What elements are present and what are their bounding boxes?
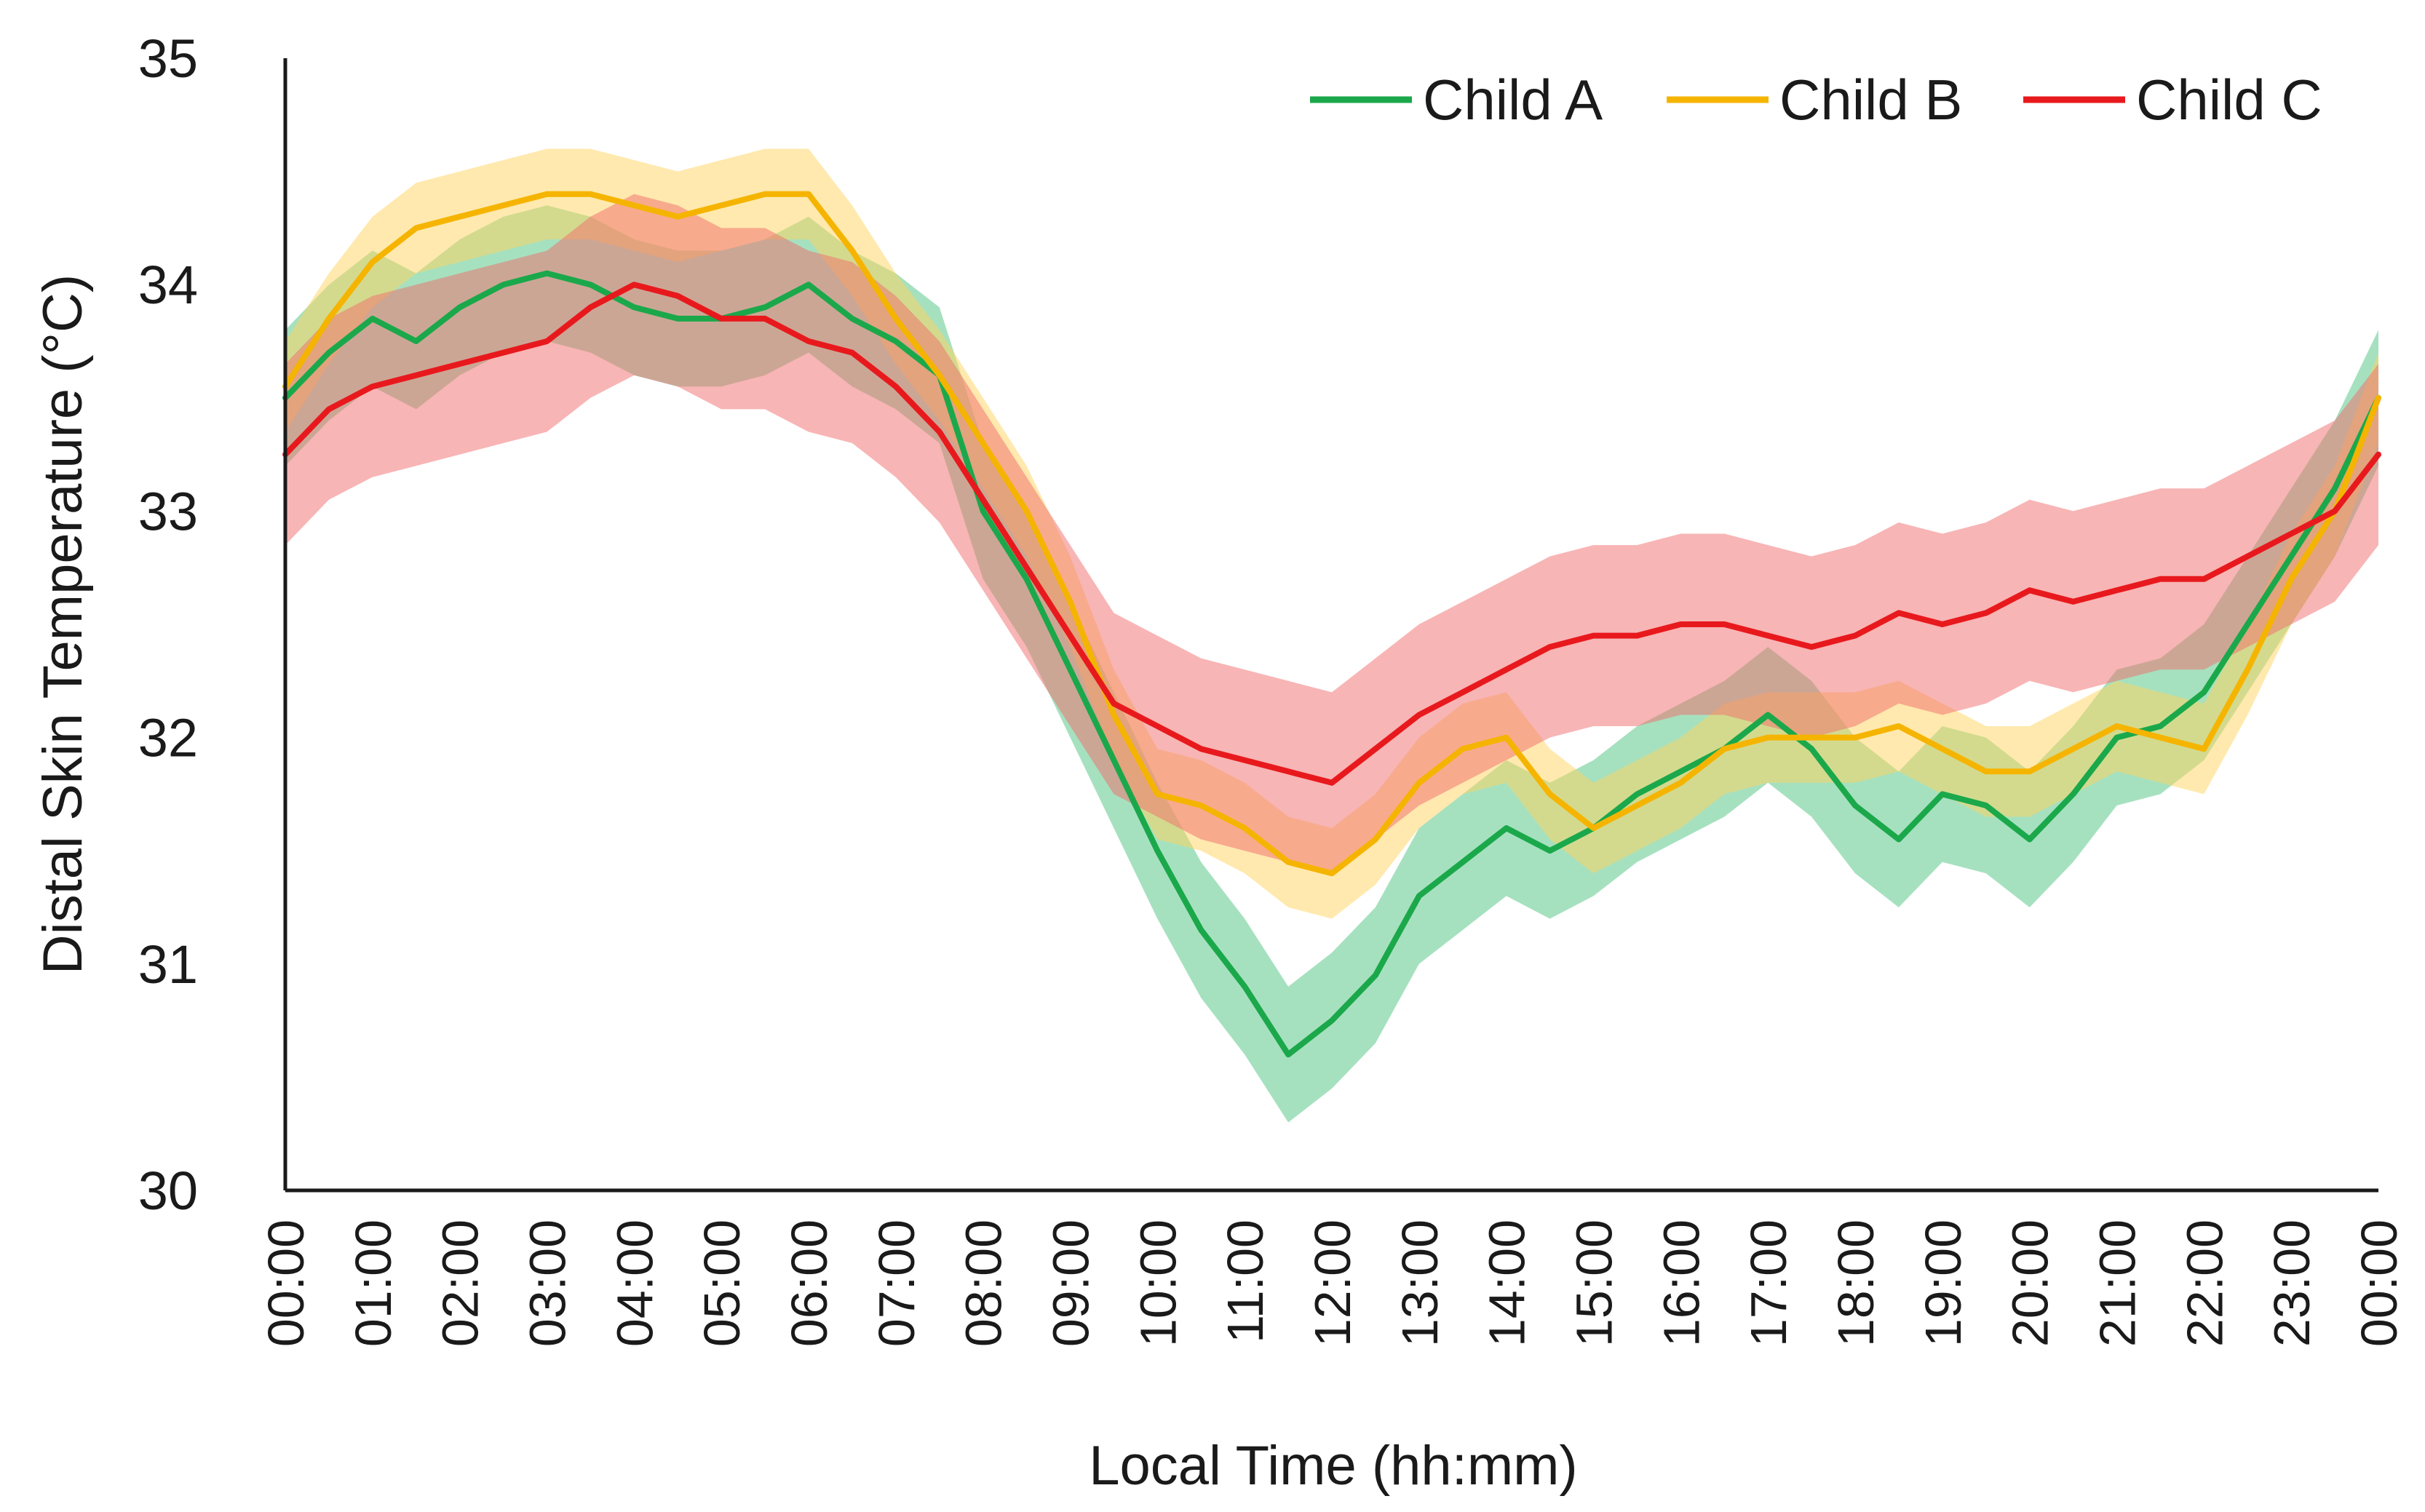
legend-label: Child B [1779,68,1962,132]
x-tick-label: 19:00 [1915,1219,1972,1347]
x-tick-label: 14:00 [1479,1219,1536,1347]
y-tick-label: 32 [138,708,198,768]
x-tick-label: 23:00 [2263,1219,2320,1347]
x-tick-label: 10:00 [1130,1219,1186,1347]
x-tick-label: 08:00 [956,1219,1012,1347]
x-tick-label: 03:00 [520,1219,576,1347]
x-tick-label: 11:00 [1217,1219,1274,1343]
x-tick-label: 18:00 [1827,1219,1884,1347]
series-line-child-c [282,282,2381,786]
y-tick-label: 35 [138,28,198,89]
legend-label: Child C [2136,68,2322,132]
x-tick-label: 20:00 [2002,1219,2059,1347]
x-tick-label: 00:00 [258,1219,314,1347]
confidence-bands [285,148,2378,1123]
y-tick-labels: 30 31 32 33 34 35 [138,28,198,1221]
series-line-child-a [282,270,2381,1058]
y-tick-label: 30 [138,1161,198,1221]
x-tick-label: 12:00 [1304,1219,1361,1347]
x-tick-label: 00:00 [2351,1219,2408,1347]
y-axis-title: Distal Skin Temperature (°C) [32,274,94,974]
x-tick-label: 01:00 [345,1219,402,1347]
x-tick-label: 09:00 [1043,1219,1100,1347]
x-tick-labels: 00:00 01:00 02:00 03:00 04:00 05:00 06:00 07:00… [258,1219,2408,1347]
band-child-b [285,148,2378,919]
x-tick-label: 22:00 [2176,1219,2233,1347]
series-lines [282,191,2381,1058]
legend-label: Child A [1423,68,1603,132]
x-tick-label: 06:00 [781,1219,838,1347]
series-line-child-b [282,191,2381,877]
y-tick-label: 31 [138,934,198,995]
x-tick-label: 16:00 [1653,1219,1710,1347]
x-tick-label: 05:00 [694,1219,750,1347]
band-child-c [285,194,2378,874]
x-tick-label: 13:00 [1392,1219,1448,1347]
x-tick-label: 02:00 [432,1219,489,1347]
x-tick-label: 15:00 [1566,1219,1623,1347]
x-tick-label: 17:00 [1740,1219,1797,1347]
x-tick-label: 07:00 [868,1219,925,1347]
x-tick-label: 04:00 [606,1219,663,1347]
x-tick-label: 21:00 [2089,1219,2146,1347]
y-tick-label: 33 [138,481,198,541]
y-tick-label: 34 [138,255,198,315]
x-axis-title: Local Time (hh:mm) [1089,1435,1578,1497]
axes [283,58,2378,1193]
legend: Child A Child B Child C [1310,68,2322,132]
